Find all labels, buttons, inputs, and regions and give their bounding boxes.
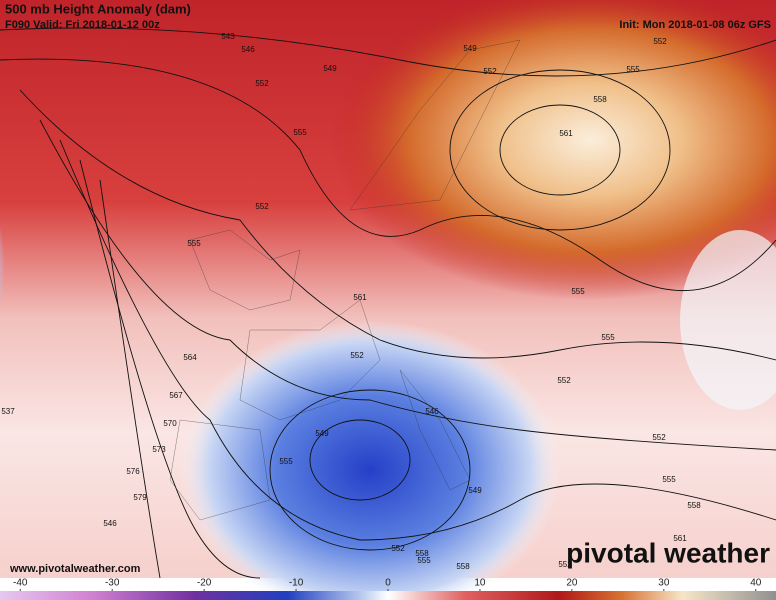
contour-label: 549 bbox=[463, 44, 477, 53]
colorbar-tick-label: 0 bbox=[385, 578, 391, 589]
negative-anomaly bbox=[180, 320, 560, 600]
colorbar-tick-label: 40 bbox=[750, 578, 762, 589]
contour-label: 558 bbox=[687, 501, 701, 510]
colorbar-tick-label: 10 bbox=[474, 578, 486, 589]
colorbar-tick-label: 20 bbox=[566, 578, 578, 589]
contour-label: 543 bbox=[221, 32, 235, 41]
contour-label: 552 bbox=[557, 376, 571, 385]
contour-label: 552 bbox=[350, 351, 364, 360]
contour-label: 549 bbox=[323, 64, 337, 73]
positive-anomaly bbox=[330, 0, 776, 300]
colorbar-tick-label: 30 bbox=[658, 578, 670, 589]
contour-label: 555 bbox=[293, 128, 307, 137]
contour-label: 546 bbox=[241, 45, 255, 54]
colorbar-tick-label: -10 bbox=[289, 578, 304, 589]
contour-label: 546 bbox=[103, 519, 117, 528]
website: www.pivotalweather.com bbox=[9, 563, 141, 575]
contour-label: 558 bbox=[593, 95, 607, 104]
contour-label: 558 bbox=[415, 549, 429, 558]
contour-label: 549 bbox=[315, 429, 329, 438]
logo: pivotal weather bbox=[566, 537, 770, 568]
contour-label: 546 bbox=[425, 407, 439, 416]
coastlines bbox=[169, 39, 521, 521]
contour-label: 564 bbox=[183, 353, 197, 362]
colorbar bbox=[0, 591, 776, 600]
contour-label: 555 bbox=[626, 65, 640, 74]
contour-label: 555 bbox=[279, 457, 293, 466]
contour-label: 552 bbox=[483, 67, 497, 76]
contour-label: 561 bbox=[559, 129, 573, 138]
contour-label: 552 bbox=[255, 79, 269, 88]
contour-label: 573 bbox=[152, 445, 166, 454]
contour-label: 561 bbox=[673, 534, 687, 543]
contour-label: 555 bbox=[187, 239, 201, 248]
contour-label: 555 bbox=[571, 287, 585, 296]
contour-label: 537 bbox=[1, 407, 15, 416]
valid-time: F090 Valid: Fri 2018-01-12 00z bbox=[5, 19, 160, 31]
contour-label: 558 bbox=[456, 562, 470, 571]
contour-label: 570 bbox=[163, 419, 177, 428]
contour-label: 552 bbox=[653, 37, 667, 46]
contour-label: 555 bbox=[417, 556, 431, 565]
neutral-anomaly bbox=[680, 230, 776, 410]
init-time: Init: Mon 2018-01-08 06z GFS bbox=[619, 19, 771, 31]
colorbar-tick-label: -20 bbox=[197, 578, 212, 589]
contour-label: 555 bbox=[601, 333, 615, 342]
negative-anomaly-west bbox=[0, 60, 200, 520]
contour-label: 552 bbox=[558, 560, 572, 569]
contour-label: 549 bbox=[468, 486, 482, 495]
contour-label: 552 bbox=[255, 202, 269, 211]
map-title: 500 mb Height Anomaly (dam) bbox=[5, 1, 191, 16]
contour-label: 576 bbox=[126, 467, 140, 476]
colorbar-ticks: -40 -30 -20 -10 0 10 20 30 40 bbox=[13, 578, 762, 591]
contour-label: 561 bbox=[353, 293, 367, 302]
contour-label: 552 bbox=[652, 433, 666, 442]
contour-label: 567 bbox=[169, 391, 183, 400]
contour-label: 552 bbox=[391, 544, 405, 553]
colorbar-tick-label: -30 bbox=[105, 578, 120, 589]
colorbar-tick-label: -40 bbox=[13, 578, 28, 589]
height-contours bbox=[0, 27, 776, 579]
contour-label: 579 bbox=[133, 493, 147, 502]
contour-label: 555 bbox=[662, 475, 676, 484]
